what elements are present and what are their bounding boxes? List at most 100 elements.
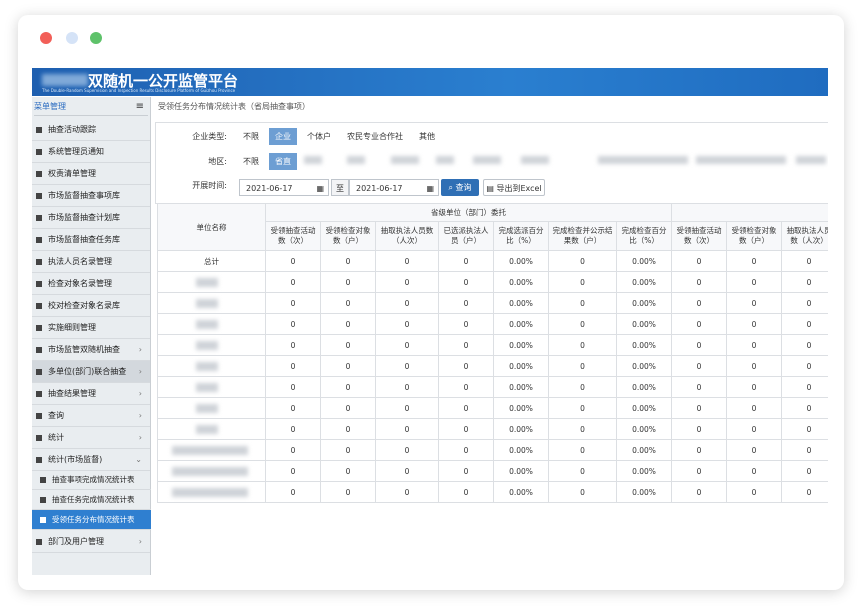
menu-icon bbox=[36, 324, 42, 331]
filter-option[interactable]: 个体户 bbox=[307, 132, 331, 141]
blurred-name bbox=[196, 425, 218, 434]
cell: 0 bbox=[265, 439, 321, 461]
menu-item[interactable]: 统计 › bbox=[32, 427, 150, 449]
column-header: 完成选派百分比（%） bbox=[493, 221, 549, 251]
maximize-dot[interactable] bbox=[90, 32, 102, 44]
stats-table: 单位名称 省级单位（部门）委托 受领抽查活动数（次） 受领检查对象数（户） 抽取执法人员… bbox=[157, 203, 828, 503]
cell: 0 bbox=[726, 418, 783, 440]
menu-item[interactable]: 执法人员名录管理 bbox=[32, 251, 150, 273]
filter-option[interactable]: 不限 bbox=[243, 132, 259, 141]
menu-item[interactable]: 校对检查对象名录库 bbox=[32, 295, 150, 317]
menu-item[interactable]: 系统管理员通知 bbox=[32, 141, 150, 163]
menu-item[interactable]: 受领任务分布情况统计表 bbox=[32, 510, 154, 530]
unit-name bbox=[157, 460, 266, 482]
menu-item[interactable]: 抽查任务完成情况统计表 bbox=[32, 490, 154, 510]
menu-item[interactable]: 市场监督抽查任务库 bbox=[32, 229, 150, 251]
filter-options: 不限 省直 bbox=[237, 153, 301, 170]
cell: 0 bbox=[781, 355, 828, 377]
table-row: 0 0 0 0 0.00% 0 0.00% 0 0 0 bbox=[157, 334, 828, 356]
menu-item[interactable]: 市场监督抽查计划库 bbox=[32, 207, 150, 229]
minimize-dot[interactable] bbox=[66, 32, 78, 44]
cell: 0 bbox=[320, 460, 376, 482]
cell: 0 bbox=[781, 460, 828, 482]
menu-icon bbox=[36, 214, 42, 221]
filter-option[interactable]: 不限 bbox=[243, 157, 259, 166]
cell: 0 bbox=[548, 418, 617, 440]
cell: 0 bbox=[671, 355, 728, 377]
cell: 0 bbox=[671, 481, 728, 503]
cell: 0 bbox=[265, 334, 321, 356]
cell: 0 bbox=[671, 271, 728, 293]
cell: 0 bbox=[781, 334, 828, 356]
cell: 0 bbox=[375, 292, 439, 314]
menu-icon bbox=[36, 148, 42, 155]
menu-item[interactable]: 市场监督抽查事项库 bbox=[32, 185, 150, 207]
unit-name bbox=[157, 376, 266, 398]
menu-item[interactable]: 检查对象名录管理 bbox=[32, 273, 150, 295]
date-to-text: 2021-06-17 bbox=[356, 184, 403, 193]
menu-label: 系统管理员通知 bbox=[48, 147, 104, 156]
filter-option[interactable]: 企业 bbox=[269, 128, 297, 145]
table-row: 0 0 0 0 0.00% 0 0.00% 0 0 0 bbox=[157, 376, 828, 398]
cell: 0 bbox=[726, 250, 783, 272]
cell: 0 bbox=[671, 439, 728, 461]
menu-item[interactable]: 多单位(部门)联合抽查 › bbox=[32, 361, 150, 383]
cell: 0 bbox=[320, 292, 376, 314]
cell: 0 bbox=[781, 292, 828, 314]
cell: 0.00% bbox=[615, 292, 673, 314]
cell: 0.00% bbox=[493, 418, 549, 440]
menu-item[interactable]: 统计(市场监督) ⌄ bbox=[32, 449, 150, 471]
cell: 0 bbox=[438, 334, 494, 356]
blurred-name bbox=[196, 383, 218, 392]
cell: 0 bbox=[548, 313, 617, 335]
cell: 0 bbox=[781, 439, 828, 461]
cell: 0.00% bbox=[493, 292, 549, 314]
blurred-logo bbox=[42, 74, 88, 86]
filter-option[interactable]: 省直 bbox=[269, 153, 297, 170]
cell: 0.00% bbox=[615, 250, 673, 272]
group-header: 省级单位（部门）委托 bbox=[264, 203, 673, 222]
header-row: 单位名称 省级单位（部门）委托 bbox=[157, 203, 828, 251]
cell: 0 bbox=[548, 271, 617, 293]
cell: 0 bbox=[548, 376, 617, 398]
cell: 0 bbox=[781, 376, 828, 398]
cell: 0 bbox=[438, 355, 494, 377]
menu-item[interactable]: 实施细则管理 bbox=[32, 317, 150, 339]
menu-label: 受领任务分布情况统计表 bbox=[52, 515, 135, 524]
menu-item[interactable]: 抽查活动跟踪 bbox=[32, 119, 150, 141]
unit-name bbox=[157, 313, 266, 335]
menu-item[interactable]: 权责清单管理 bbox=[32, 163, 150, 185]
blurred-name bbox=[196, 299, 218, 308]
export-button[interactable]: ▤ 导出到Excel bbox=[483, 179, 545, 196]
menu-label: 校对检查对象名录库 bbox=[48, 301, 120, 310]
menu-item[interactable]: 抽查事项完成情况统计表 bbox=[32, 470, 154, 490]
sidebar-title: 菜单管理 ≡ bbox=[34, 99, 148, 116]
column-header: 抽取执法人员数（人次） bbox=[375, 221, 439, 251]
cell: 0 bbox=[375, 460, 439, 482]
cell: 0.00% bbox=[493, 355, 549, 377]
menu-label: 统计(市场监督) bbox=[48, 455, 103, 464]
menu-item[interactable]: 市场监管双随机抽查 › bbox=[32, 339, 150, 361]
column-header: 完成检查并公示结果数（户） bbox=[548, 221, 617, 251]
close-dot[interactable] bbox=[40, 32, 52, 44]
menu-item[interactable]: 查询 › bbox=[32, 405, 150, 427]
date-from[interactable]: 2021-06-17 ▦ bbox=[239, 179, 329, 196]
filter-option[interactable]: 农民专业合作社 bbox=[347, 132, 403, 141]
cell: 0 bbox=[671, 376, 728, 398]
search-button[interactable]: ⌕ 查询 bbox=[441, 179, 479, 196]
cell: 0.00% bbox=[615, 397, 673, 419]
menu-label: 抽查任务完成情况统计表 bbox=[52, 495, 135, 504]
cell: 0.00% bbox=[615, 418, 673, 440]
date-to[interactable]: 2021-06-17 ▦ bbox=[349, 179, 439, 196]
menu-arrow: › bbox=[138, 433, 142, 442]
menu-item[interactable]: 部门及用户管理 › bbox=[32, 531, 150, 553]
menu-item[interactable]: 抽查结果管理 › bbox=[32, 383, 150, 405]
cell: 0 bbox=[375, 397, 439, 419]
table-row: 0 0 0 0 0.00% 0 0.00% 0 0 0 bbox=[157, 292, 828, 314]
table-row: 0 0 0 0 0.00% 0 0.00% 0 0 0 bbox=[157, 460, 828, 482]
cell: 0 bbox=[320, 397, 376, 419]
cell: 0 bbox=[438, 271, 494, 293]
filter-option[interactable]: 其他 bbox=[419, 132, 435, 141]
cell: 0 bbox=[320, 376, 376, 398]
